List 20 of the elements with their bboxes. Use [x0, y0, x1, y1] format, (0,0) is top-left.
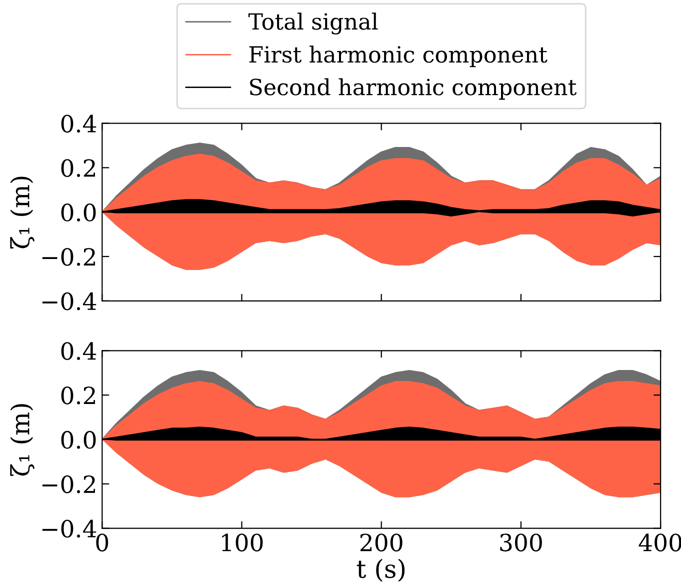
x-axis-title: t (s) — [356, 558, 405, 582]
legend-label: First harmonic component — [249, 46, 548, 68]
x-tick-label: 100 — [222, 534, 263, 552]
y-tick-label: 0.2 — [61, 386, 95, 404]
y-tick-label: 0.0 — [61, 204, 96, 222]
y-tick-label: 0.4 — [61, 114, 96, 133]
y-tick-label: 0.2 — [61, 159, 95, 177]
x-tick-label: 300 — [500, 534, 542, 552]
y-axis-title: ζ₁ (m) — [10, 404, 34, 476]
y-tick-label: −0.4 — [42, 520, 96, 538]
y-tick-label: 0.0 — [61, 430, 96, 449]
y-tick-label: −0.2 — [42, 248, 95, 266]
y-axis-title: ζ₁ (m) — [10, 176, 34, 248]
legend-label: Second harmonic component — [250, 78, 577, 100]
legend-label: Total signal — [248, 12, 378, 34]
y-tick-label: −0.4 — [42, 292, 96, 310]
y-tick-label: 0.4 — [61, 342, 96, 360]
x-tick-label: 0 — [96, 534, 108, 552]
x-tick-label: 200 — [360, 534, 402, 552]
y-tick-label: −0.2 — [42, 475, 95, 494]
